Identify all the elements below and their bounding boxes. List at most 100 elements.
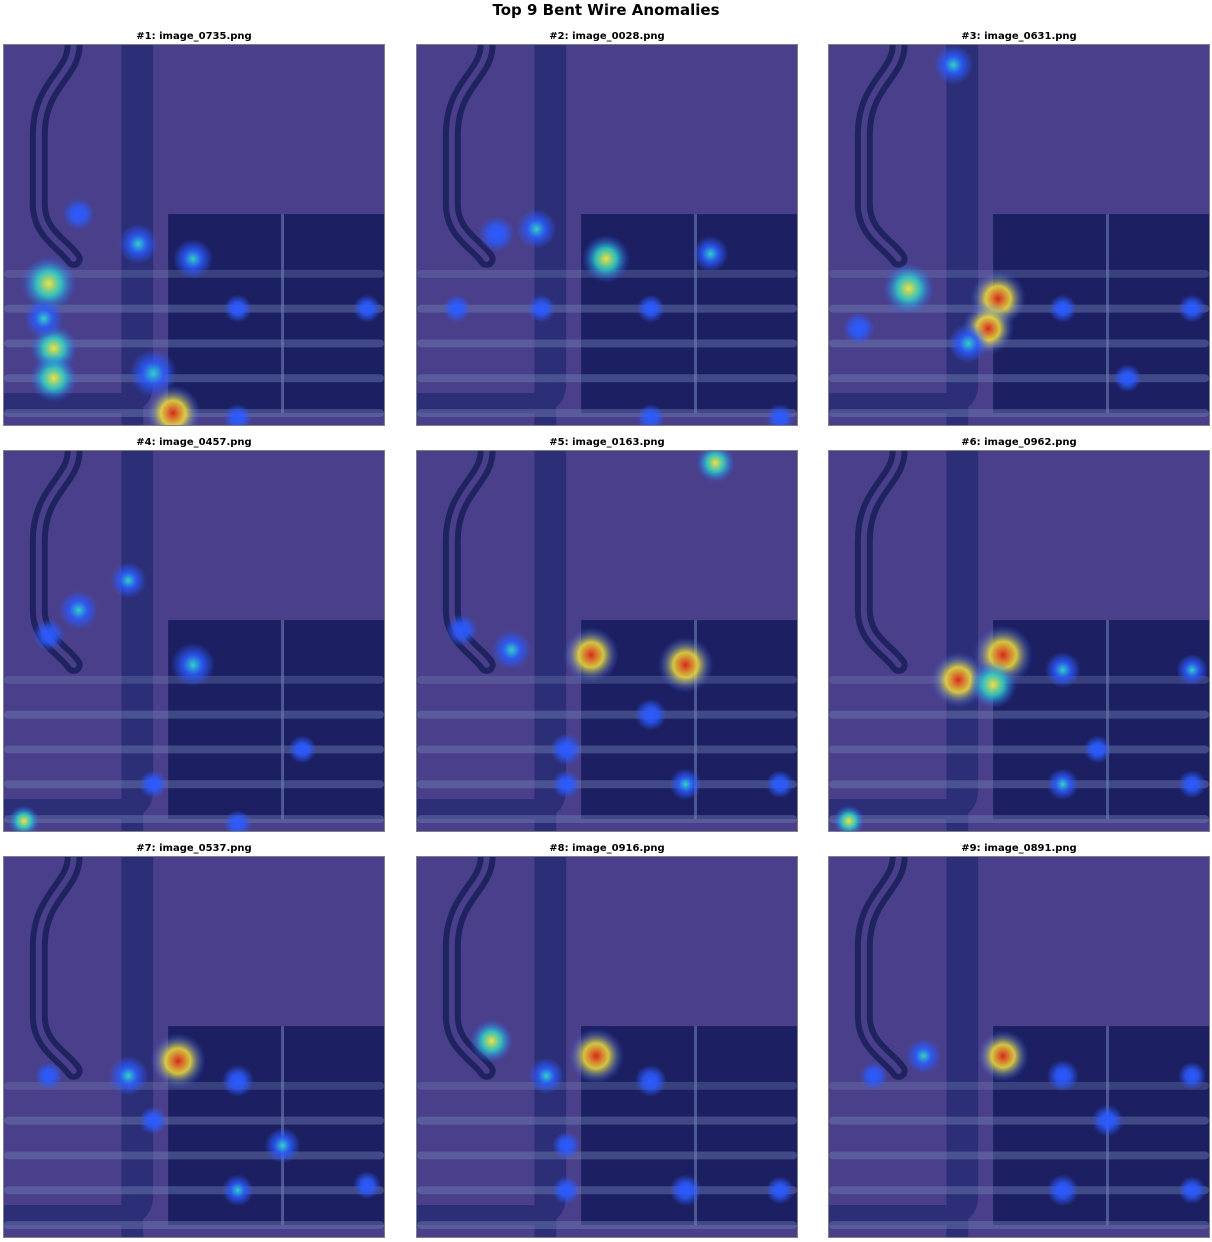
chip-body	[993, 214, 1209, 414]
pin-lead	[417, 409, 797, 418]
heat-spot	[1046, 768, 1079, 801]
heat-spot	[34, 1061, 63, 1090]
heatmap-overlay-image	[416, 856, 798, 1238]
heat-spot	[139, 770, 168, 799]
heat-spot	[1178, 770, 1207, 799]
l-trace	[417, 45, 567, 414]
pin-lead	[417, 1151, 797, 1160]
pin-lead	[4, 745, 384, 754]
pin-lead	[417, 1116, 797, 1125]
pin-lead	[4, 710, 384, 719]
heat-spot	[150, 1033, 206, 1089]
pin-lead	[417, 780, 797, 789]
panel-title: #9: image_0891.png	[961, 843, 1077, 854]
heat-spot	[7, 805, 40, 831]
heat-spot	[223, 294, 252, 323]
pin-lead	[829, 409, 1209, 418]
pin-lead	[417, 710, 797, 719]
heat-spot	[223, 810, 252, 831]
pin-lead	[417, 815, 797, 824]
heatmap-overlay-image	[828, 856, 1210, 1238]
heatmap-overlay-image	[828, 44, 1210, 426]
heat-spot	[58, 590, 99, 631]
heatmap-svg	[4, 451, 384, 831]
heatmap-svg	[417, 857, 797, 1237]
heat-spot	[669, 768, 702, 801]
heat-spot	[552, 1176, 581, 1205]
heat-spot	[29, 354, 78, 403]
pin-lead	[4, 1221, 384, 1230]
heat-spot	[1178, 1176, 1207, 1205]
heat-spot	[221, 1174, 254, 1207]
pin-lead	[829, 1151, 1209, 1160]
panel-title: #1: image_0735.png	[136, 31, 252, 42]
heat-spot	[766, 1176, 795, 1205]
pin-lead	[417, 1081, 797, 1090]
pin-lead	[417, 1186, 797, 1195]
heat-spot	[62, 198, 95, 231]
heat-spot	[516, 209, 557, 249]
heatmap-overlay-image	[416, 450, 798, 832]
heat-spot	[442, 294, 471, 323]
heat-spot	[969, 660, 1018, 709]
heat-spot	[695, 451, 736, 483]
pin-lead	[829, 1116, 1209, 1125]
heat-spot	[832, 805, 865, 831]
heatmap-svg	[829, 857, 1209, 1237]
heat-spot	[669, 1174, 702, 1207]
heat-spot	[108, 1055, 149, 1096]
panel-title: #3: image_0631.png	[961, 31, 1077, 42]
heatmap-svg	[417, 451, 797, 831]
heatmap-overlay-image	[828, 450, 1210, 832]
pin-lead	[4, 815, 384, 824]
heatmap-overlay-image	[3, 44, 385, 426]
heat-spot	[859, 1061, 888, 1090]
pin-lead	[829, 815, 1209, 824]
heat-spot	[657, 637, 714, 693]
pin-lead	[4, 1081, 384, 1090]
heatmap-svg	[4, 45, 384, 425]
pin-lead	[417, 339, 797, 348]
heat-spot	[563, 627, 619, 683]
heat-spot	[636, 404, 665, 425]
heat-spot	[582, 235, 630, 283]
heat-spot	[552, 1131, 581, 1160]
panel-title: #6: image_0962.png	[961, 437, 1077, 448]
heat-spot	[528, 1057, 565, 1094]
pin-lead	[829, 745, 1209, 754]
pin-lead	[417, 745, 797, 754]
pin-lead	[4, 374, 384, 383]
heat-spot	[636, 294, 665, 323]
panel-title: #7: image_0537.png	[136, 843, 252, 854]
heat-spot	[766, 404, 795, 425]
heat-spot	[221, 1064, 254, 1097]
heat-spot	[977, 1030, 1029, 1082]
heatmap-svg	[4, 857, 384, 1237]
heat-spot	[1083, 735, 1112, 764]
heat-spot	[23, 298, 64, 339]
pin-lead	[829, 1221, 1209, 1230]
heatmap-svg	[829, 45, 1209, 425]
l-trace	[4, 857, 154, 1226]
panel-title: #4: image_0457.png	[136, 437, 252, 448]
pin-lead	[4, 304, 384, 313]
heat-spot	[171, 642, 215, 687]
heat-spot	[288, 735, 317, 764]
heat-spot	[353, 294, 382, 323]
heat-spot	[469, 1019, 514, 1063]
pin-lead	[829, 339, 1209, 348]
heat-spot	[948, 323, 989, 364]
heat-spot	[1091, 1104, 1124, 1137]
heat-spot	[139, 1106, 168, 1135]
l-trace	[829, 857, 979, 1226]
heat-spot	[527, 294, 556, 323]
pin-lead	[829, 780, 1209, 789]
heat-spot	[766, 770, 795, 799]
heat-spot	[264, 1127, 301, 1164]
pin-lead	[417, 1221, 797, 1230]
heatmap-svg	[417, 45, 797, 425]
heat-spot	[1046, 1174, 1079, 1207]
pin-lead	[829, 1081, 1209, 1090]
heat-spot	[552, 770, 581, 799]
heatmap-overlay-image	[3, 450, 385, 832]
